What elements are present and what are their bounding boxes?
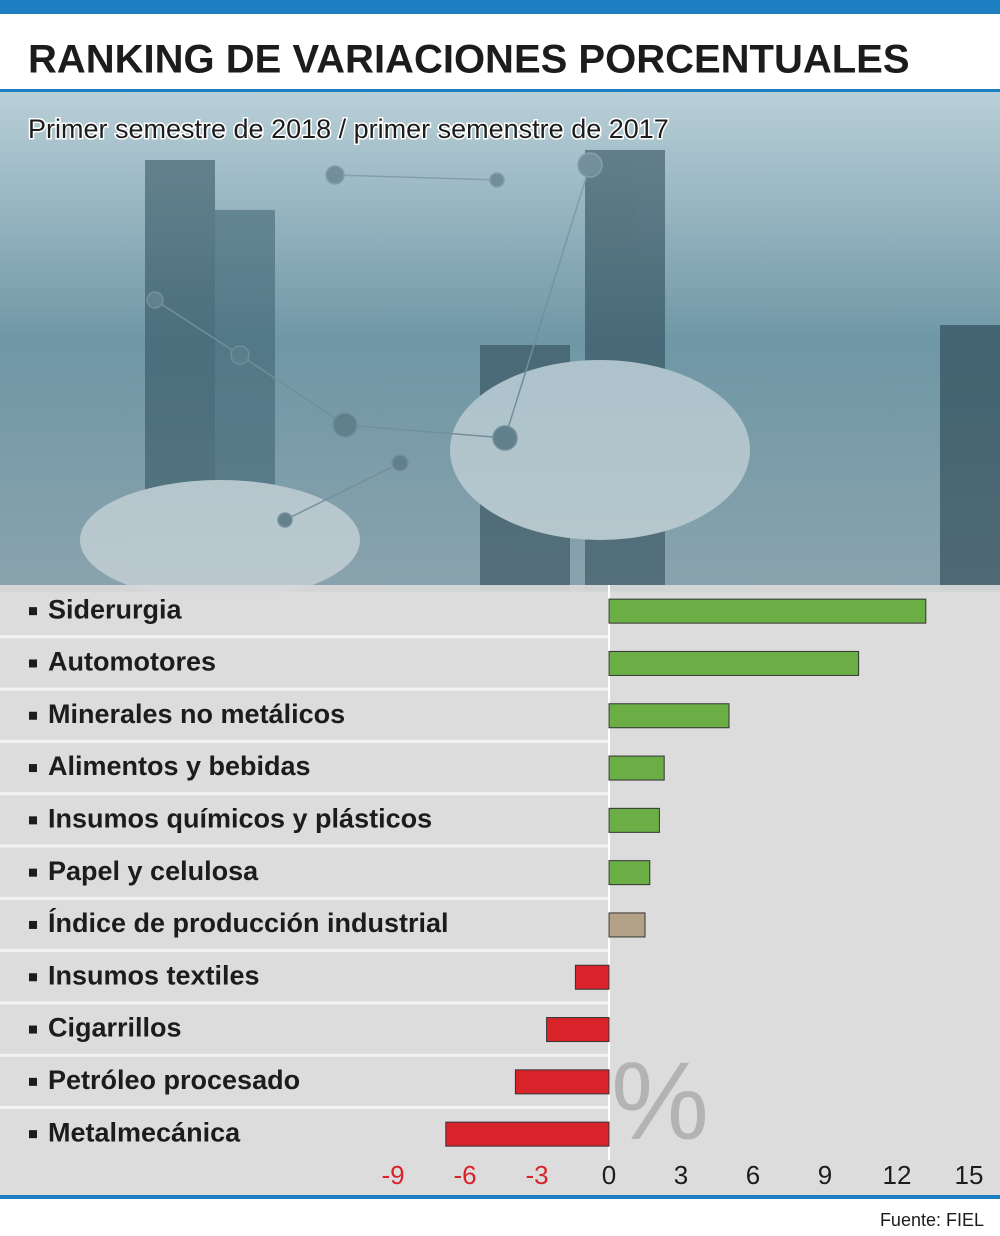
bullet bbox=[29, 1077, 37, 1086]
category-label: Automotores bbox=[48, 647, 216, 677]
row-separator bbox=[0, 1106, 609, 1109]
title-rule bbox=[0, 89, 1000, 92]
bar bbox=[608, 650, 860, 676]
bar bbox=[445, 1121, 610, 1147]
category-label: Metalmecánica bbox=[48, 1117, 241, 1147]
category-label: Minerales no metálicos bbox=[48, 699, 345, 729]
row-separator bbox=[0, 1001, 609, 1005]
row-separator bbox=[0, 896, 609, 900]
photo-decoration bbox=[80, 150, 1000, 600]
row-separator bbox=[0, 687, 609, 691]
row-separator bbox=[0, 635, 609, 639]
row-separator bbox=[0, 792, 609, 796]
annotation: % bbox=[611, 1040, 709, 1163]
bullet bbox=[29, 973, 37, 982]
category-label: Índice de producción industrial bbox=[48, 907, 449, 938]
x-tick-label: 3 bbox=[674, 1160, 688, 1190]
x-tick-label: 6 bbox=[746, 1160, 760, 1190]
category-label: Insumos textiles bbox=[48, 960, 260, 990]
x-tick-label: -9 bbox=[381, 1160, 404, 1190]
bar bbox=[514, 1069, 610, 1095]
category-label: Papel y celulosa bbox=[48, 856, 259, 886]
category-label: Insumos químicos y plásticos bbox=[48, 803, 432, 833]
x-tick-label: -3 bbox=[525, 1160, 548, 1190]
bullet bbox=[29, 711, 37, 720]
x-tick-label: -6 bbox=[453, 1160, 476, 1190]
source: Fuente: FIEL bbox=[880, 1210, 984, 1230]
x-tick-label: 0 bbox=[602, 1160, 616, 1190]
category-label: Petróleo procesado bbox=[48, 1065, 300, 1095]
bar bbox=[608, 860, 651, 886]
bar bbox=[608, 598, 927, 624]
bullet bbox=[29, 1025, 37, 1034]
bullet bbox=[29, 816, 37, 825]
row-separator bbox=[0, 1053, 609, 1057]
bullet bbox=[29, 659, 37, 668]
bar bbox=[608, 703, 730, 729]
bar bbox=[546, 1017, 610, 1043]
bullet bbox=[29, 868, 37, 877]
category-label: Alimentos y bebidas bbox=[48, 751, 311, 781]
bullet bbox=[29, 764, 37, 773]
row-separator bbox=[0, 739, 609, 743]
bullet bbox=[29, 607, 37, 616]
bar bbox=[608, 755, 665, 781]
row-separator bbox=[0, 844, 609, 848]
bullet bbox=[29, 920, 37, 929]
title-band bbox=[0, 14, 1000, 90]
bar bbox=[574, 964, 610, 990]
bullet bbox=[29, 1130, 37, 1139]
x-tick-label: 12 bbox=[883, 1160, 912, 1190]
x-tick-label: 15 bbox=[955, 1160, 984, 1190]
chart-panel bbox=[0, 585, 1000, 1195]
chart-subtitle: Primer semestre de 2018 / primer semenst… bbox=[28, 114, 669, 144]
top-bar bbox=[0, 0, 1000, 14]
category-label: Cigarrillos bbox=[48, 1013, 182, 1043]
row-separator bbox=[0, 949, 609, 953]
bottom-rule bbox=[0, 1195, 1000, 1199]
bar bbox=[608, 912, 646, 938]
x-tick-label: 9 bbox=[818, 1160, 832, 1190]
bar bbox=[608, 807, 660, 833]
chart-title: RANKING DE VARIACIONES PORCENTUALES bbox=[28, 38, 910, 82]
category-label: Siderurgia bbox=[48, 594, 183, 624]
